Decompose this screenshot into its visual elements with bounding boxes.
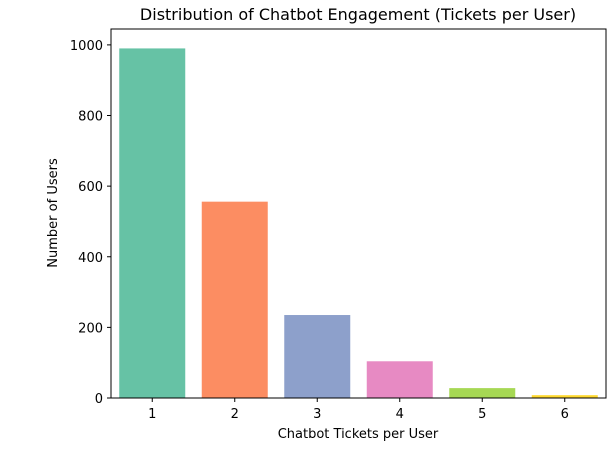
x-tick-label: 1 (148, 407, 156, 422)
bar-5 (449, 388, 516, 398)
x-tick-label: 4 (396, 407, 404, 422)
x-tick-label: 5 (478, 407, 486, 422)
bar-3 (284, 315, 351, 398)
y-axis: 0 200 400 600 800 1000 (70, 39, 111, 407)
x-axis-label: Chatbot Tickets per User (278, 427, 439, 442)
bars-group (119, 48, 598, 398)
y-tick-label: 1000 (70, 39, 103, 54)
y-tick-label: 800 (78, 110, 103, 125)
y-tick-label: 400 (78, 251, 103, 266)
chart-title: Distribution of Chatbot Engagement (Tick… (140, 5, 576, 24)
y-tick-label: 200 (78, 321, 103, 336)
plot-area-frame (110, 28, 607, 399)
x-tick-label: 6 (561, 407, 569, 422)
bar-2 (201, 201, 268, 398)
bar-1 (119, 48, 186, 398)
x-axis: 1 2 3 4 5 6 (148, 398, 569, 422)
x-tick-label: 2 (231, 407, 239, 422)
y-tick-label: 0 (95, 392, 103, 407)
bar-4 (366, 361, 433, 398)
bar-6 (531, 395, 598, 398)
x-tick-label: 3 (313, 407, 321, 422)
y-tick-label: 600 (78, 180, 103, 195)
y-axis-label: Number of Users (46, 158, 61, 268)
